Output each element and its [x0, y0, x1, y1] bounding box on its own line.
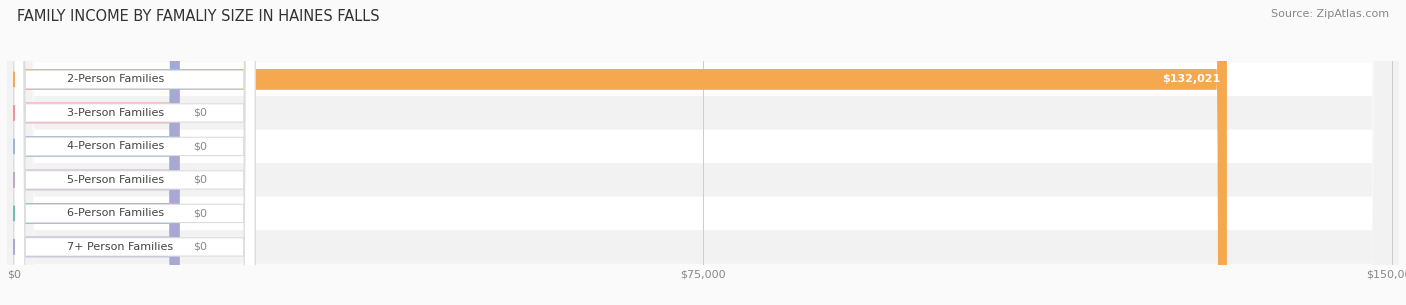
- Text: 4-Person Families: 4-Person Families: [67, 142, 165, 151]
- FancyBboxPatch shape: [14, 0, 254, 305]
- FancyBboxPatch shape: [14, 0, 254, 305]
- FancyBboxPatch shape: [14, 0, 254, 305]
- FancyBboxPatch shape: [14, 0, 254, 305]
- FancyBboxPatch shape: [14, 0, 180, 305]
- Text: 5-Person Families: 5-Person Families: [67, 175, 165, 185]
- FancyBboxPatch shape: [14, 0, 180, 305]
- Text: $0: $0: [193, 142, 207, 151]
- FancyBboxPatch shape: [14, 0, 254, 305]
- FancyBboxPatch shape: [14, 0, 1227, 305]
- Text: $0: $0: [193, 175, 207, 185]
- Text: $0: $0: [193, 208, 207, 218]
- Text: $0: $0: [193, 242, 207, 252]
- Text: $0: $0: [193, 108, 207, 118]
- FancyBboxPatch shape: [14, 0, 180, 305]
- FancyBboxPatch shape: [14, 0, 254, 305]
- FancyBboxPatch shape: [14, 0, 180, 305]
- Text: Source: ZipAtlas.com: Source: ZipAtlas.com: [1271, 9, 1389, 19]
- Text: 2-Person Families: 2-Person Families: [67, 74, 165, 84]
- Text: FAMILY INCOME BY FAMALIY SIZE IN HAINES FALLS: FAMILY INCOME BY FAMALIY SIZE IN HAINES …: [17, 9, 380, 24]
- Text: 3-Person Families: 3-Person Families: [67, 108, 165, 118]
- FancyBboxPatch shape: [14, 0, 180, 305]
- Text: $132,021: $132,021: [1161, 74, 1220, 84]
- Text: 6-Person Families: 6-Person Families: [67, 208, 165, 218]
- Text: 7+ Person Families: 7+ Person Families: [67, 242, 173, 252]
